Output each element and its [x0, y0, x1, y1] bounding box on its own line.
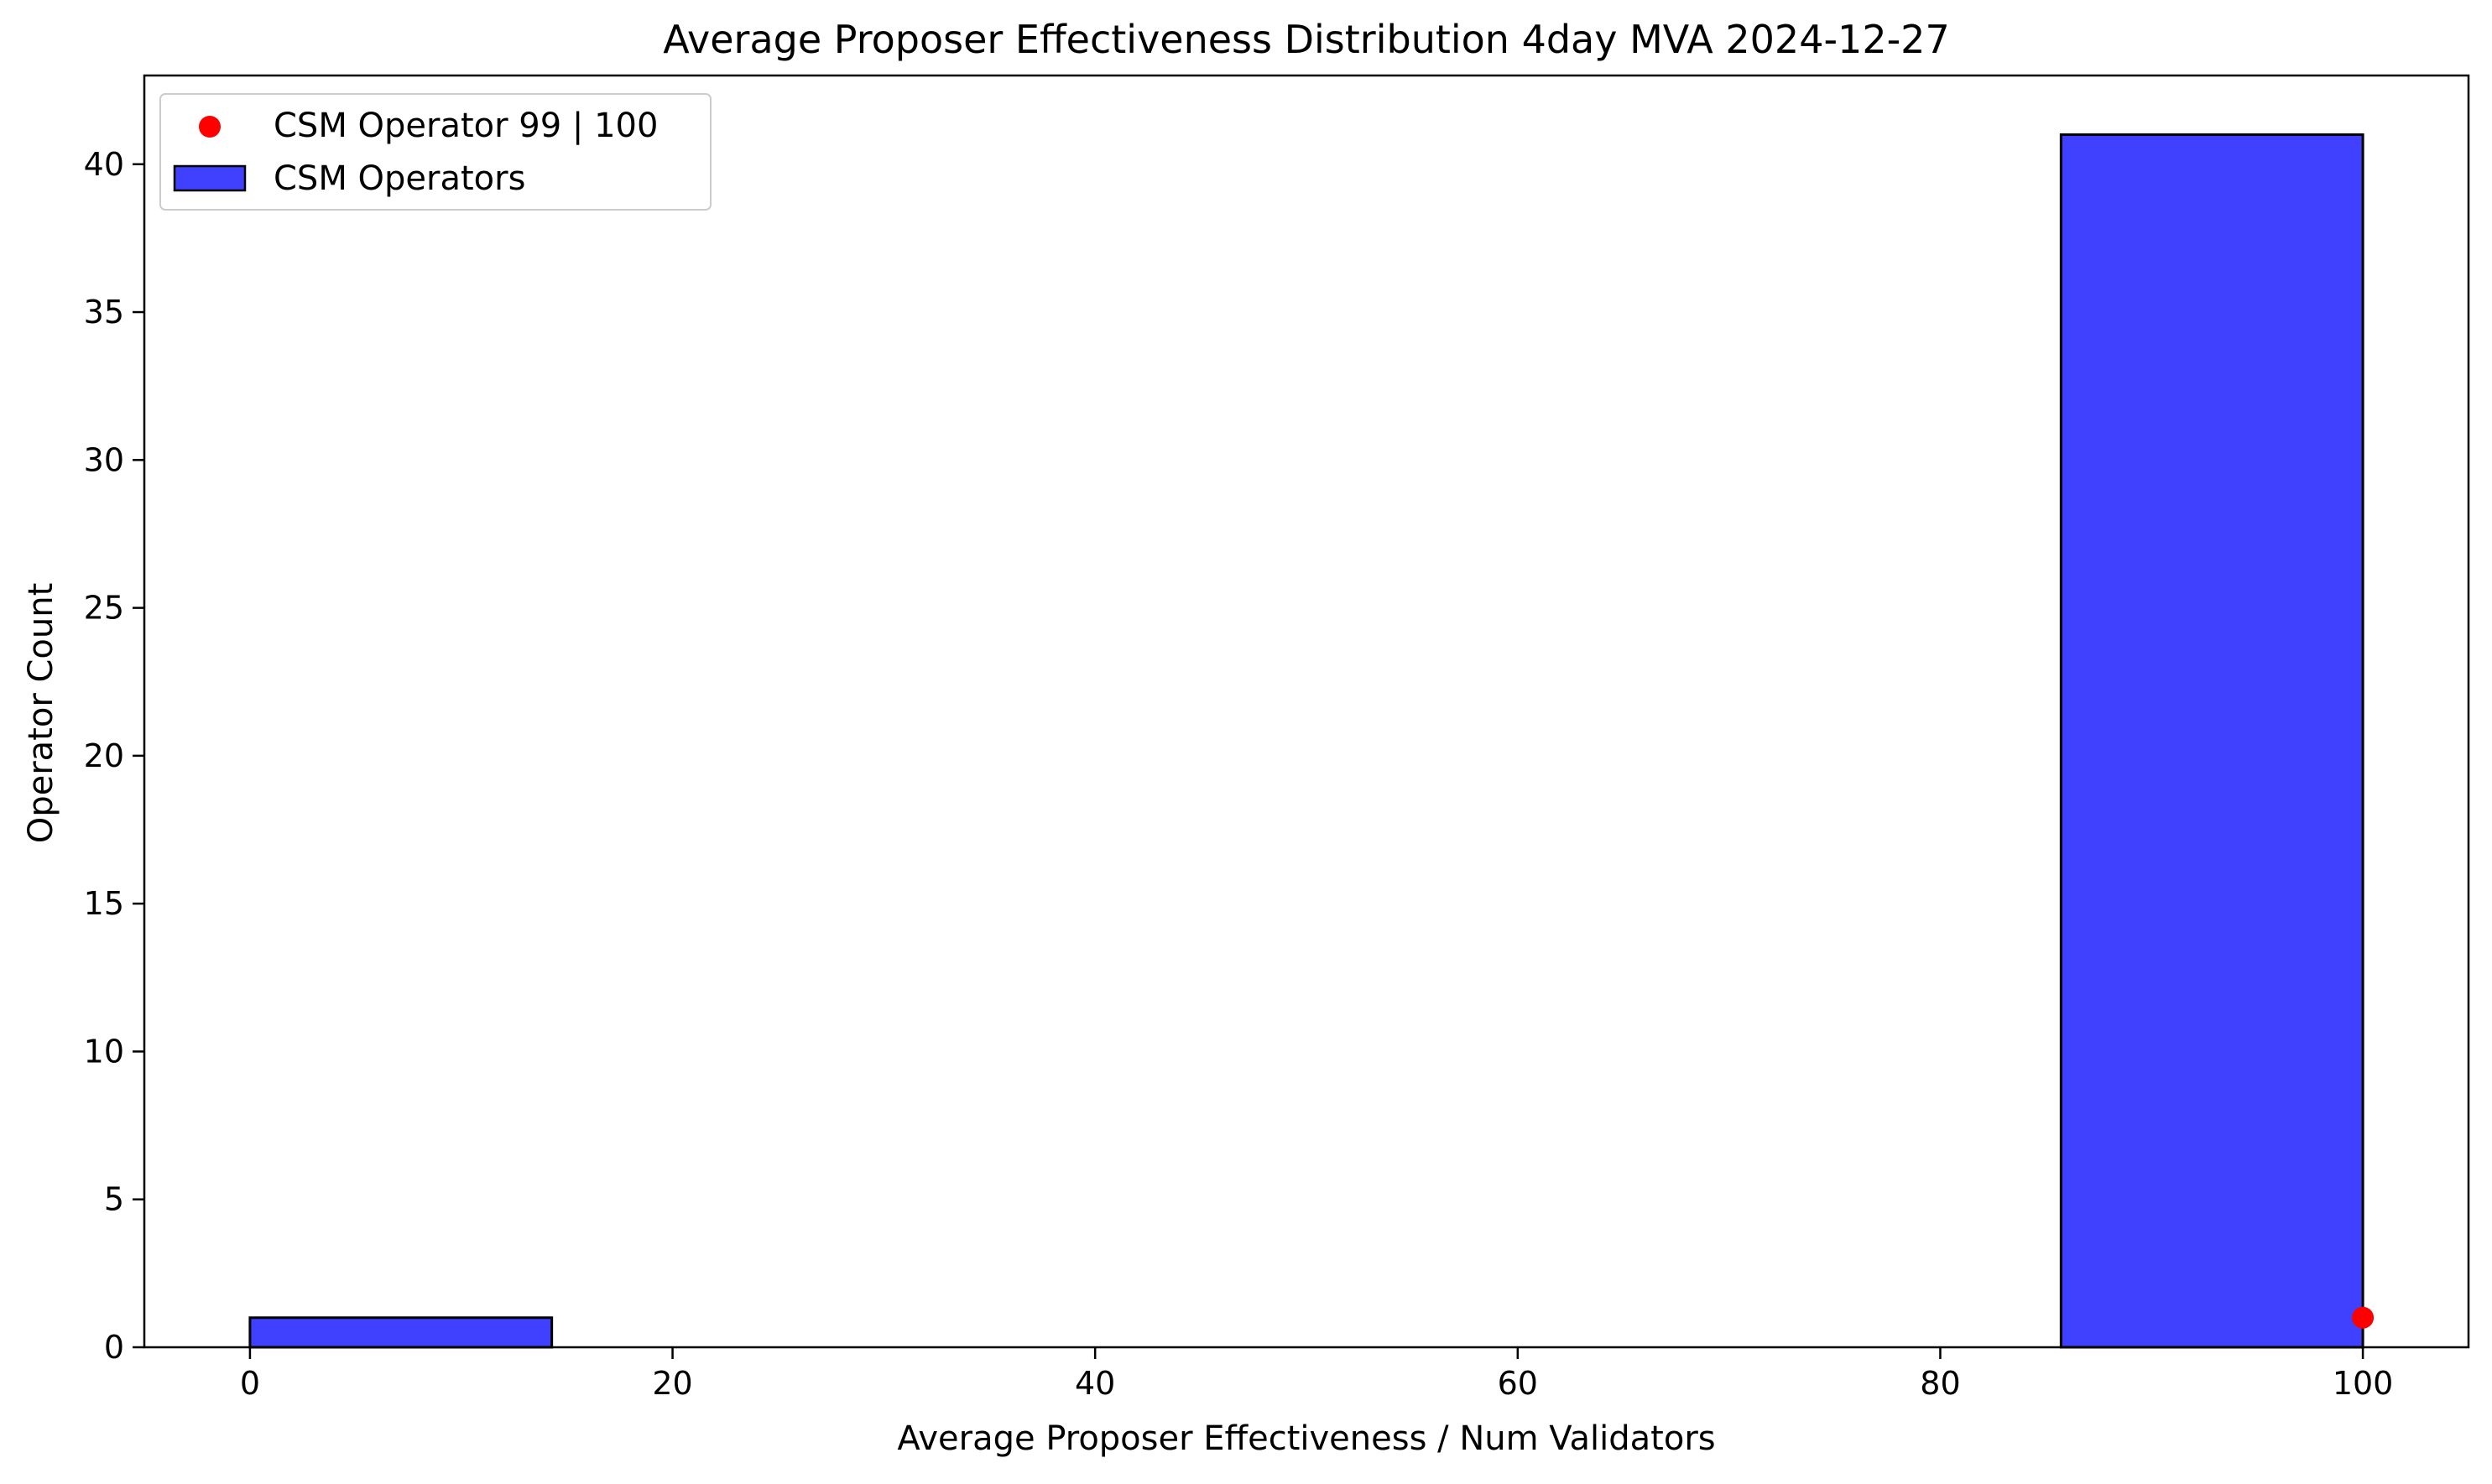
x-tick-label-0: 0 [240, 1365, 260, 1402]
y-axis-label: Operator Count [22, 583, 60, 844]
plot-area [248, 133, 2375, 1349]
operator-point-0 [2352, 1306, 2375, 1329]
axes-frame [143, 74, 2470, 1349]
x-tick-label-60: 60 [1498, 1365, 1538, 1402]
x-axis-label: Average Proposer Effectiveness / Num Val… [897, 1419, 1715, 1458]
y-tick-label-5: 5 [104, 1181, 124, 1218]
legend: CSM Operator 99 | 100 CSM Operators [159, 93, 712, 211]
histogram-bar-6 [2059, 133, 2364, 1349]
y-tick-label-15: 15 [84, 885, 124, 922]
legend-frame [159, 93, 712, 211]
histogram-bar-0 [248, 1316, 554, 1349]
x-tick-label-20: 20 [652, 1365, 692, 1402]
y-tick-label-25: 25 [84, 590, 124, 627]
legend-label-operator-point: CSM Operator 99 | 100 [274, 107, 658, 145]
legend-marker-operator-point [199, 116, 221, 138]
y-tick-label-20: 20 [84, 737, 124, 774]
x-tick-label-80: 80 [1920, 1365, 1960, 1402]
chart-title: Average Proposer Effectiveness Distribut… [663, 17, 1949, 62]
y-tick-label-30: 30 [84, 441, 124, 478]
y-tick-label-0: 0 [104, 1329, 124, 1366]
x-tick-label-100: 100 [2333, 1365, 2394, 1402]
x-tick-label-40: 40 [1075, 1365, 1115, 1402]
y-tick-label-40: 40 [84, 146, 124, 183]
y-tick-label-10: 10 [84, 1033, 124, 1070]
axes: 0 20 40 60 80 100 0 5 10 15 20 25 30 35 40 [84, 74, 2470, 1402]
legend-label-csm-operators: CSM Operators [274, 159, 525, 198]
y-tick-label-35: 35 [84, 294, 124, 331]
legend-swatch-csm-operators [173, 164, 247, 192]
